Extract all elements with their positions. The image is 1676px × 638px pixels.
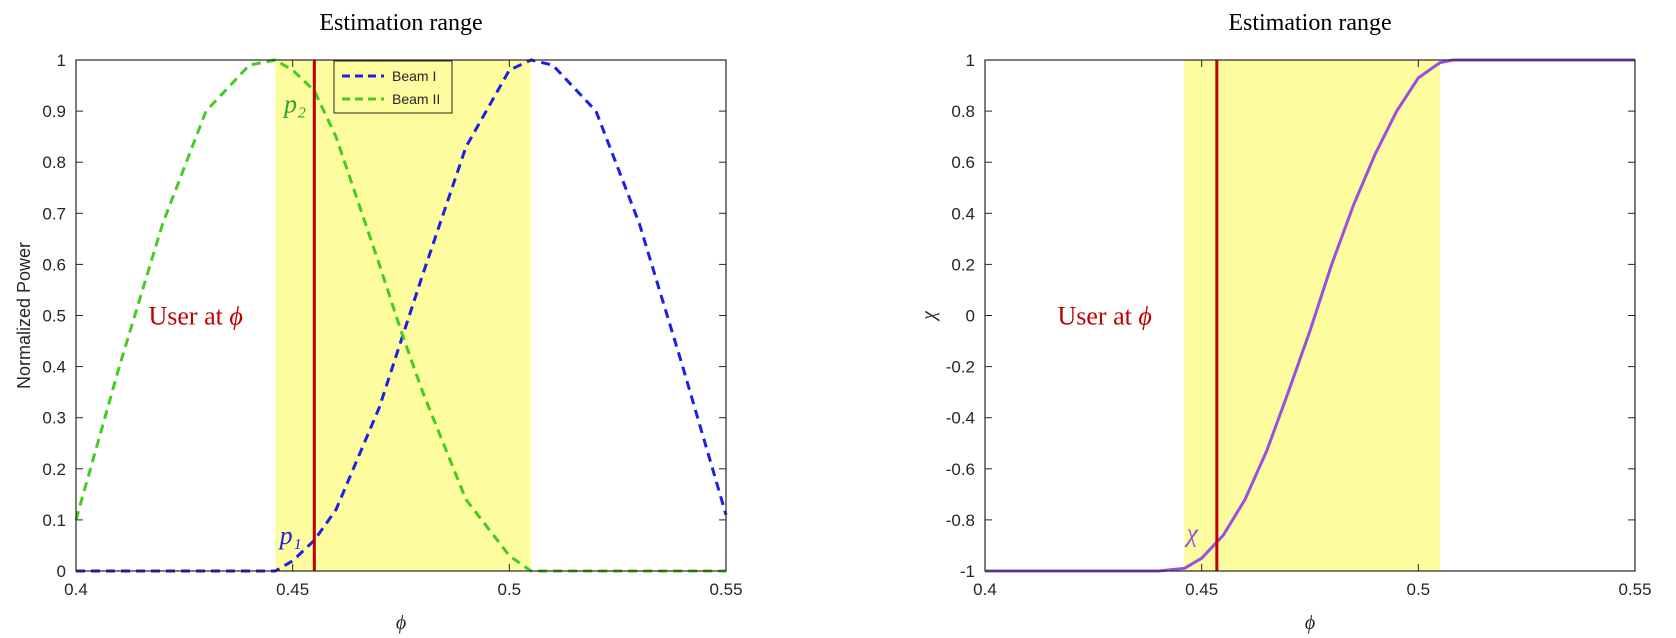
legend-label-0: Beam I: [392, 68, 436, 84]
y-axis-label: χ: [918, 310, 940, 322]
annotation-math: ϕ: [229, 302, 242, 331]
y-tick-label: 0.5: [42, 307, 66, 326]
y-tick-label: 0.1: [42, 511, 66, 530]
y-tick-label: 0.8: [42, 153, 66, 172]
x-tick-label: 0.4: [64, 580, 88, 599]
annotation-math: ϕ: [1138, 302, 1151, 331]
x-axis-label: ϕ: [1305, 612, 1315, 634]
annotation-0: User at ϕ: [1058, 302, 1152, 331]
y-tick-label: -0.4: [946, 409, 975, 428]
chart-right: -1 -0.8 -0.6 -0.4 -0.2 0 0.2 0.4 0.6 0.8 1 0.4 0.45 0…: [918, 10, 1652, 634]
y-tick-label: 0.2: [951, 255, 975, 274]
y-tick-label: 0.9: [42, 102, 66, 121]
annotation-2: p₁: [278, 521, 302, 550]
y-tick-label: 0.3: [42, 409, 66, 428]
x-tick-label: 0.4: [973, 580, 997, 599]
y-tick-label: -1: [960, 562, 975, 581]
y-tick-label: 0.2: [42, 460, 66, 479]
estimation-region: [1184, 60, 1440, 571]
chart-title: Estimation range: [319, 10, 482, 36]
y-tick-label: 0.6: [42, 255, 66, 274]
x-tick-label: 0.55: [1618, 580, 1651, 599]
annotation-1: p₂: [282, 89, 306, 118]
annotation-0: User at ϕ: [149, 302, 243, 331]
y-tick-label: 0.8: [951, 102, 975, 121]
y-tick-label: 0: [57, 562, 66, 581]
x-tick-label: 0.5: [498, 580, 522, 599]
legend-label-1: Beam II: [392, 91, 440, 107]
x-tick-label: 0.5: [1407, 580, 1431, 599]
annotation-text: User at: [149, 302, 230, 331]
y-axis-label: Normalized Power: [14, 242, 34, 389]
annotation-math: χ: [1184, 519, 1199, 548]
legend-box: [333, 60, 453, 114]
y-tick-label: -0.6: [946, 460, 975, 479]
chart-left: 0 0.1 0.2 0.3 0.4 0.5 0.6 0.7 0.8 0.9 1 0.4 0.45 0.5 0…: [14, 10, 743, 634]
annotation-math: p₁: [278, 521, 302, 550]
x-tick-label: 0.45: [276, 580, 309, 599]
y-tick-label: 0.6: [951, 153, 975, 172]
y-tick-label: 0: [966, 307, 975, 326]
annotation-text: User at: [1058, 302, 1139, 331]
estimation-region: [275, 60, 531, 571]
y-tick-label: 1: [57, 51, 66, 70]
annotation-1: χ: [1184, 519, 1199, 548]
y-tick-label: -0.8: [946, 511, 975, 530]
y-tick-label: 0.4: [42, 358, 66, 377]
y-tick-label: 1: [966, 51, 975, 70]
y-tick-label: 0.4: [951, 204, 975, 223]
annotation-math: p₂: [282, 89, 306, 118]
x-tick-label: 0.55: [709, 580, 742, 599]
chart-title: Estimation range: [1228, 10, 1391, 36]
x-tick-label: 0.45: [1185, 580, 1218, 599]
y-tick-label: 0.7: [42, 204, 66, 223]
y-tick-label: -0.2: [946, 358, 975, 377]
x-axis-label: ϕ: [396, 612, 406, 634]
